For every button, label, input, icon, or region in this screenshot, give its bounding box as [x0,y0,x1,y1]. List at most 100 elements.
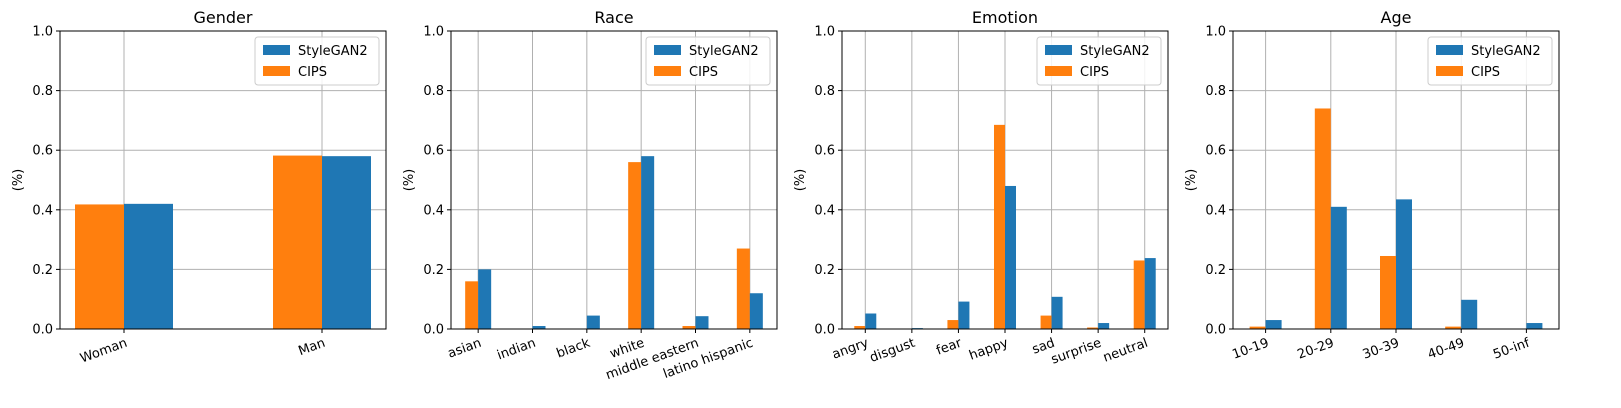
bar-stylegan2-20-29 [1330,206,1347,329]
y-tick-label: 0.8 [1205,84,1226,99]
bar-cips-20-29 [1314,108,1331,329]
chart-age: 0.0 0.2 0.4 0.6 0.8 1.0 10-19 20-29 30-39 40-49 50… [1184,8,1560,363]
y-tick-label: 0.0 [32,323,53,338]
x-tick-label: happy [967,336,1010,364]
legend: StyleGAN2 CIPS [254,36,380,86]
y-tick-label: 0.2 [423,263,444,278]
bar-cips-angry [854,326,866,329]
x-tick-label: black [555,336,593,362]
y-tick-label: 0.8 [423,84,444,99]
axes-frame [450,30,778,330]
bar-stylegan2-surprise [1098,323,1110,329]
chart-title: Gender [194,8,253,27]
bar-stylegan2-sad [1051,296,1063,329]
bar-stylegan2-happy [1005,185,1016,329]
y-tick-label: 1.0 [423,25,444,40]
y-tick-label: 0.2 [32,263,53,278]
x-tick-label: neutral [1101,336,1150,366]
axes-frame [1232,30,1560,330]
x-tick-label: 20-29 [1296,336,1337,363]
y-tick-label: 0.8 [814,84,835,99]
y-tick-label: 0.6 [1205,144,1226,159]
bar-stylegan2-neutral [1144,258,1156,329]
x-tick-label: fear [934,335,964,358]
y-tick-label: 0.4 [423,203,444,218]
y-tick-label: 0.4 [1205,203,1226,218]
y-axis-label: (%) [1184,169,1199,192]
y-tick-label: 0.0 [814,323,835,338]
y-tick-label: 0.6 [814,144,835,159]
y-tick-label: 0.6 [423,144,444,159]
bar-stylegan2-angry [865,313,877,329]
y-tick-label: 1.0 [1205,25,1226,40]
axes-frame [841,30,1169,330]
bar-cips-40-49 [1445,326,1462,329]
bar-stylegan2-asian [478,269,492,329]
y-tick-label: 0.6 [32,144,53,159]
legend-swatch-cips [654,66,681,76]
bar-stylegan2-30-39 [1396,199,1412,329]
bar-cips-surprise [1087,327,1099,329]
legend: StyleGAN2 CIPS [1427,36,1553,86]
bar-cips-Man [273,155,322,329]
x-tick-label: 30-39 [1361,336,1402,363]
x-tick-label: sad [1030,336,1057,358]
x-tick-label: Man [296,336,327,359]
y-tick-label: 0.4 [32,203,53,218]
bar-cips-white [628,162,642,329]
x-tick-label: angry [830,336,871,363]
bar-stylegan2-middle-eastern [695,316,709,329]
y-tick-label: 1.0 [814,25,835,40]
x-tick-label: 50-inf [1491,336,1532,363]
chart-title: Age [1381,8,1412,27]
y-tick-label: 1.0 [32,25,53,40]
chart-title: Race [594,8,633,27]
legend-label-stylegan2: StyleGAN2 [1080,44,1150,59]
y-tick-label: 0.2 [1205,263,1226,278]
bar-stylegan2-10-19 [1265,320,1282,329]
y-axis-label: (%) [402,169,417,192]
legend-label-stylegan2: StyleGAN2 [689,44,759,59]
legend-swatch-stylegan2 [1436,45,1463,55]
legend-label-cips: CIPS [1080,65,1109,80]
bar-cips-30-39 [1380,255,1396,329]
bar-cips-sad [1040,315,1052,329]
legend-swatch-cips [263,66,290,76]
y-axis-label: (%) [793,169,808,192]
y-tick-label: 0.8 [32,84,53,99]
legend-label-stylegan2: StyleGAN2 [1471,44,1541,59]
bar-cips-neutral [1133,260,1145,329]
legend: StyleGAN2 CIPS [645,36,771,86]
legend-swatch-stylegan2 [1045,45,1072,55]
bar-stylegan2-black [586,315,600,329]
legend: StyleGAN2 CIPS [1036,36,1162,86]
bar-stylegan2-Woman [124,203,173,329]
y-tick-label: 0.0 [1205,323,1226,338]
bar-stylegan2-50-inf [1526,323,1543,329]
y-tick-label: 0.0 [423,323,444,338]
legend-swatch-cips [1045,66,1072,76]
legend-swatch-cips [1436,66,1463,76]
bar-stylegan2-indian [532,326,546,329]
axes-frame [59,30,387,330]
legend-label-cips: CIPS [689,65,718,80]
legend-label-cips: CIPS [1471,65,1500,80]
chart-gender: 0.0 0.2 0.4 0.6 0.8 1.0 Woman Man Gender (%) Style… [11,8,387,367]
chart-title: Emotion [972,8,1038,27]
bar-stylegan2-Man [322,156,371,329]
bar-cips-latino-hispanic [736,248,750,329]
bar-cips-10-19 [1249,326,1266,329]
x-tick-label: asian [446,336,484,362]
legend-swatch-stylegan2 [263,45,290,55]
x-tick-label: surprise [1049,336,1103,368]
bar-stylegan2-fear [958,301,970,329]
x-tick-label: Woman [78,336,129,367]
bar-cips-middle-eastern [682,326,696,329]
legend-label-cips: CIPS [298,65,327,80]
bar-cips-asian [465,281,479,329]
bar-stylegan2-latino-hispanic [749,293,763,329]
legend-label-stylegan2: StyleGAN2 [298,44,368,59]
y-axis-label: (%) [11,169,26,192]
